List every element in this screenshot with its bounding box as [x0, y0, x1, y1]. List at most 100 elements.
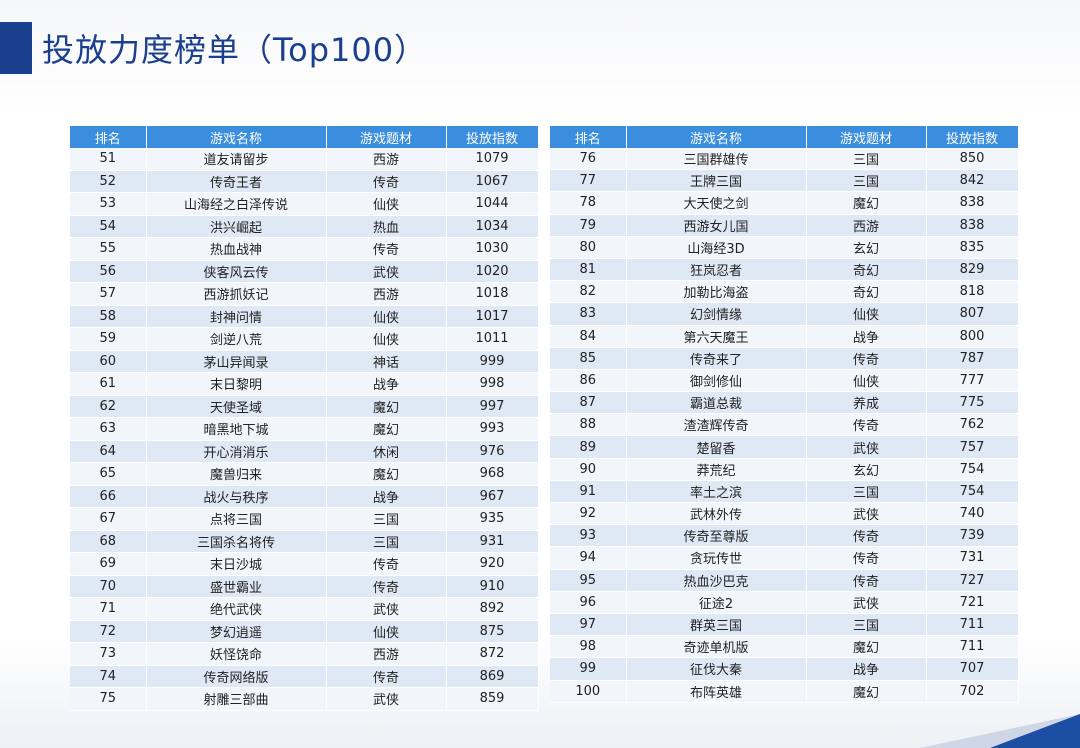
cell-genre: 战争: [806, 325, 927, 348]
cell-rank: 61: [70, 372, 147, 396]
cell-genre: 仙侠: [806, 302, 927, 326]
table-row: 57 西游抓妖记 西游 1018: [70, 282, 539, 306]
cell-rank: 63: [70, 417, 147, 441]
cell-game-name: 武林外传: [626, 502, 807, 526]
header-rank: 排名: [550, 126, 627, 148]
cell-genre: 武侠: [326, 687, 447, 711]
title-accent-bar: [0, 22, 32, 74]
table-row: 79 西游女儿国 西游 838: [550, 214, 1019, 237]
cell-game-name: 茅山异闻录: [146, 350, 327, 373]
cell-game-name: 御剑修仙: [626, 369, 807, 393]
table-row: 90 莽荒纪 玄幻 754: [550, 458, 1019, 481]
table-row: 93 传奇至尊版 传奇 739: [550, 524, 1019, 548]
table-row: 71 绝代武侠 武侠 892: [70, 597, 539, 621]
header-ad-index: 投放指数: [446, 126, 539, 148]
cell-game-name: 绝代武侠: [146, 597, 327, 621]
cell-rank: 55: [70, 237, 147, 261]
cell-rank: 82: [550, 280, 627, 304]
cell-genre: 魔幻: [806, 680, 927, 703]
cell-game-name: 狂岚忍者: [626, 258, 807, 282]
cell-game-name: 剑逆八荒: [146, 327, 327, 351]
cell-game-name: 加勒比海盗: [626, 280, 807, 304]
cell-game-name: 开心消消乐: [146, 440, 327, 463]
table-row: 58 封神问情 仙侠 1017: [70, 305, 539, 328]
cell-rank: 52: [70, 170, 147, 193]
cell-rank: 93: [550, 524, 627, 548]
cell-game-name: 三国群雄传: [626, 148, 807, 171]
cell-ad-index: 1020: [446, 260, 539, 283]
cell-genre: 西游: [326, 148, 447, 171]
cell-genre: 休闲: [326, 440, 447, 463]
cell-game-name: 西游抓妖记: [146, 282, 327, 306]
header-genre: 游戏题材: [326, 126, 447, 148]
cell-game-name: 射雕三部曲: [146, 687, 327, 711]
cell-ad-index: 999: [446, 350, 539, 373]
cell-ad-index: 775: [926, 391, 1019, 415]
table-row: 65 魔兽归来 魔幻 968: [70, 462, 539, 486]
cell-game-name: 末日黎明: [146, 372, 327, 396]
cell-rank: 70: [70, 575, 147, 598]
cell-rank: 64: [70, 440, 147, 463]
cell-genre: 三国: [806, 148, 927, 171]
cell-genre: 传奇: [326, 665, 447, 688]
cell-ad-index: 967: [446, 485, 539, 508]
cell-ad-index: 920: [446, 552, 539, 576]
cell-game-name: 魔兽归来: [146, 462, 327, 486]
cell-game-name: 渣渣辉传奇: [626, 413, 807, 437]
table-row: 72 梦幻逍遥 仙侠 875: [70, 620, 539, 643]
cell-rank: 79: [550, 214, 627, 237]
cell-genre: 热血: [326, 215, 447, 238]
cell-ad-index: 892: [446, 597, 539, 621]
cell-game-name: 贪玩传世: [626, 546, 807, 570]
cell-rank: 84: [550, 325, 627, 348]
ranking-table-left: 排名 游戏名称 游戏题材 投放指数 51 道友请留步 西游 1079 52 传奇王者 传奇 1…: [70, 126, 539, 711]
cell-game-name: 侠客风云传: [146, 260, 327, 283]
cell-game-name: 热血沙巴克: [626, 569, 807, 592]
table-row: 100 布阵英雄 魔幻 702: [550, 680, 1019, 703]
cell-rank: 98: [550, 635, 627, 659]
cell-genre: 西游: [806, 214, 927, 237]
cell-game-name: 天使圣域: [146, 395, 327, 418]
cell-game-name: 点将三国: [146, 507, 327, 531]
cell-rank: 53: [70, 192, 147, 216]
cell-ad-index: 1030: [446, 237, 539, 261]
cell-rank: 80: [550, 236, 627, 259]
cell-ad-index: 739: [926, 524, 1019, 548]
cell-rank: 69: [70, 552, 147, 576]
cell-rank: 78: [550, 191, 627, 215]
cell-game-name: 传奇来了: [626, 347, 807, 370]
cell-game-name: 幻剑情缘: [626, 302, 807, 326]
cell-ad-index: 910: [446, 575, 539, 598]
cell-ad-index: 859: [446, 687, 539, 711]
cell-rank: 90: [550, 458, 627, 481]
cell-genre: 魔幻: [806, 191, 927, 215]
cell-rank: 74: [70, 665, 147, 688]
cell-game-name: 暗黑地下城: [146, 417, 327, 441]
cell-rank: 68: [70, 530, 147, 553]
cell-ad-index: 1018: [446, 282, 539, 306]
cell-ad-index: 1011: [446, 327, 539, 351]
cell-ad-index: 762: [926, 413, 1019, 437]
cell-ad-index: 838: [926, 191, 1019, 215]
cell-game-name: 奇迹单机版: [626, 635, 807, 659]
table-body-left: 51 道友请留步 西游 1079 52 传奇王者 传奇 1067 53 山海经之白泽传说 仙侠 104…: [70, 148, 539, 711]
table-row: 85 传奇来了 传奇 787: [550, 347, 1019, 370]
cell-rank: 73: [70, 642, 147, 666]
cell-game-name: 群英三国: [626, 613, 807, 637]
cell-genre: 传奇: [806, 546, 927, 570]
cell-rank: 92: [550, 502, 627, 526]
cell-ad-index: 740: [926, 502, 1019, 526]
cell-genre: 奇幻: [806, 280, 927, 304]
header-game-name: 游戏名称: [626, 126, 807, 148]
cell-game-name: 传奇王者: [146, 170, 327, 193]
table-row: 51 道友请留步 西游 1079: [70, 148, 539, 171]
cell-rank: 66: [70, 485, 147, 508]
header-genre: 游戏题材: [806, 126, 927, 148]
cell-rank: 76: [550, 148, 627, 171]
table-row: 59 剑逆八荒 仙侠 1011: [70, 327, 539, 351]
table-row: 87 霸道总裁 养成 775: [550, 391, 1019, 415]
table-row: 96 征途2 武侠 721: [550, 591, 1019, 614]
table-row: 64 开心消消乐 休闲 976: [70, 440, 539, 463]
cell-ad-index: 754: [926, 458, 1019, 481]
cell-ad-index: 777: [926, 369, 1019, 393]
